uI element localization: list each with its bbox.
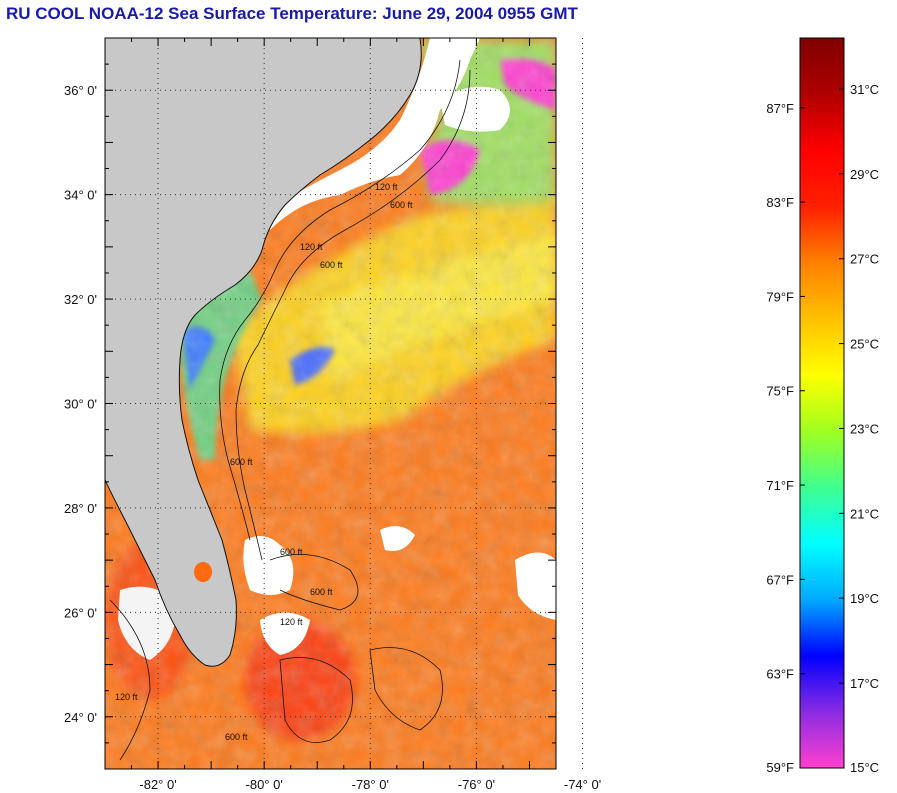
contour-label: 120 ft xyxy=(280,617,303,627)
lon-tick-label: -80° 0' xyxy=(246,777,283,792)
contour-label: 120 ft xyxy=(375,182,398,192)
lon-tick-label: -76° 0' xyxy=(458,777,495,792)
f-tick-label: 59°F xyxy=(766,760,794,775)
lat-tick-label: 34° 0' xyxy=(64,188,97,203)
graticule xyxy=(105,38,584,769)
lat-tick-label: 32° 0' xyxy=(64,292,97,307)
cloud-east xyxy=(515,552,556,620)
f-tick-label: 83°F xyxy=(766,195,794,210)
f-tick-label: 71°F xyxy=(766,478,794,493)
colorbar-gradient xyxy=(799,37,845,769)
c-tick-label: 25°C xyxy=(850,337,879,352)
sst-map[interactable]: 120 ft 600 ft 120 ft 600 ft 600 ft 600 f… xyxy=(0,0,740,793)
cloud-gulf xyxy=(118,586,176,660)
cloud-ne xyxy=(440,86,510,132)
contour-label: 600 ft xyxy=(280,547,303,557)
f-tick-label: 75°F xyxy=(766,384,794,399)
temperature-colorbar: 87°F 83°F 79°F 75°F 71°F 67°F 63°F 59°F 31°C 29°C… xyxy=(766,37,879,775)
coastline xyxy=(105,38,422,667)
lat-tick-label: 28° 0' xyxy=(64,501,97,516)
axis-ticks: 36° 0' 34° 0' 32° 0' 30° 0' 28° 0' 26° 0' 24° … xyxy=(64,37,601,792)
c-tick-label: 17°C xyxy=(850,676,879,691)
f-tick-label: 79°F xyxy=(766,289,794,304)
colorbar-ticks: 87°F 83°F 79°F 75°F 71°F 67°F 63°F 59°F 31°C 29°C… xyxy=(766,82,879,775)
c-tick-label: 29°C xyxy=(850,167,879,182)
contour-label: 600 ft xyxy=(320,260,343,270)
f-tick-label: 87°F xyxy=(766,101,794,116)
contour-gulf xyxy=(109,599,151,761)
map-frame xyxy=(104,37,557,770)
lon-tick-label: -78° 0' xyxy=(352,777,389,792)
lat-tick-label: 36° 0' xyxy=(64,83,97,98)
f-tick-label: 67°F xyxy=(766,572,794,587)
cloud-small xyxy=(380,526,415,551)
lon-tick-label: -82° 0' xyxy=(139,777,176,792)
lake-okeechobee xyxy=(194,562,212,582)
lat-tick-label: 30° 0' xyxy=(64,397,97,412)
cloud-bahamas xyxy=(243,536,294,595)
c-tick-label: 27°C xyxy=(850,252,879,267)
cloud-bahamas-2 xyxy=(260,612,310,655)
lat-tick-label: 24° 0' xyxy=(64,710,97,725)
c-tick-label: 23°C xyxy=(850,421,879,436)
land-mainland xyxy=(105,38,422,667)
contour-600ft xyxy=(235,69,471,561)
map-title: RU COOL NOAA-12 Sea Surface Temperature:… xyxy=(6,4,578,23)
contour-bank-2 xyxy=(369,647,443,731)
contour-bank xyxy=(279,657,353,743)
contour-label: 600 ft xyxy=(230,457,253,467)
c-tick-label: 15°C xyxy=(850,760,879,775)
c-tick-label: 19°C xyxy=(850,591,879,606)
cloud-coastal xyxy=(270,38,480,230)
contour-label: 120 ft xyxy=(300,242,323,252)
lon-tick-label: -74° 0' xyxy=(564,777,601,792)
contour-label: 120 ft xyxy=(115,692,138,702)
contour-bahamas xyxy=(269,554,359,611)
c-tick-label: 21°C xyxy=(850,506,879,521)
c-tick-label: 31°C xyxy=(850,82,879,97)
contour-label: 600 ft xyxy=(390,200,413,210)
contour-label: 600 ft xyxy=(225,732,248,742)
f-tick-label: 63°F xyxy=(766,667,794,682)
lat-tick-label: 26° 0' xyxy=(64,605,97,620)
contour-120ft xyxy=(219,59,461,541)
contour-label: 600 ft xyxy=(310,587,333,597)
